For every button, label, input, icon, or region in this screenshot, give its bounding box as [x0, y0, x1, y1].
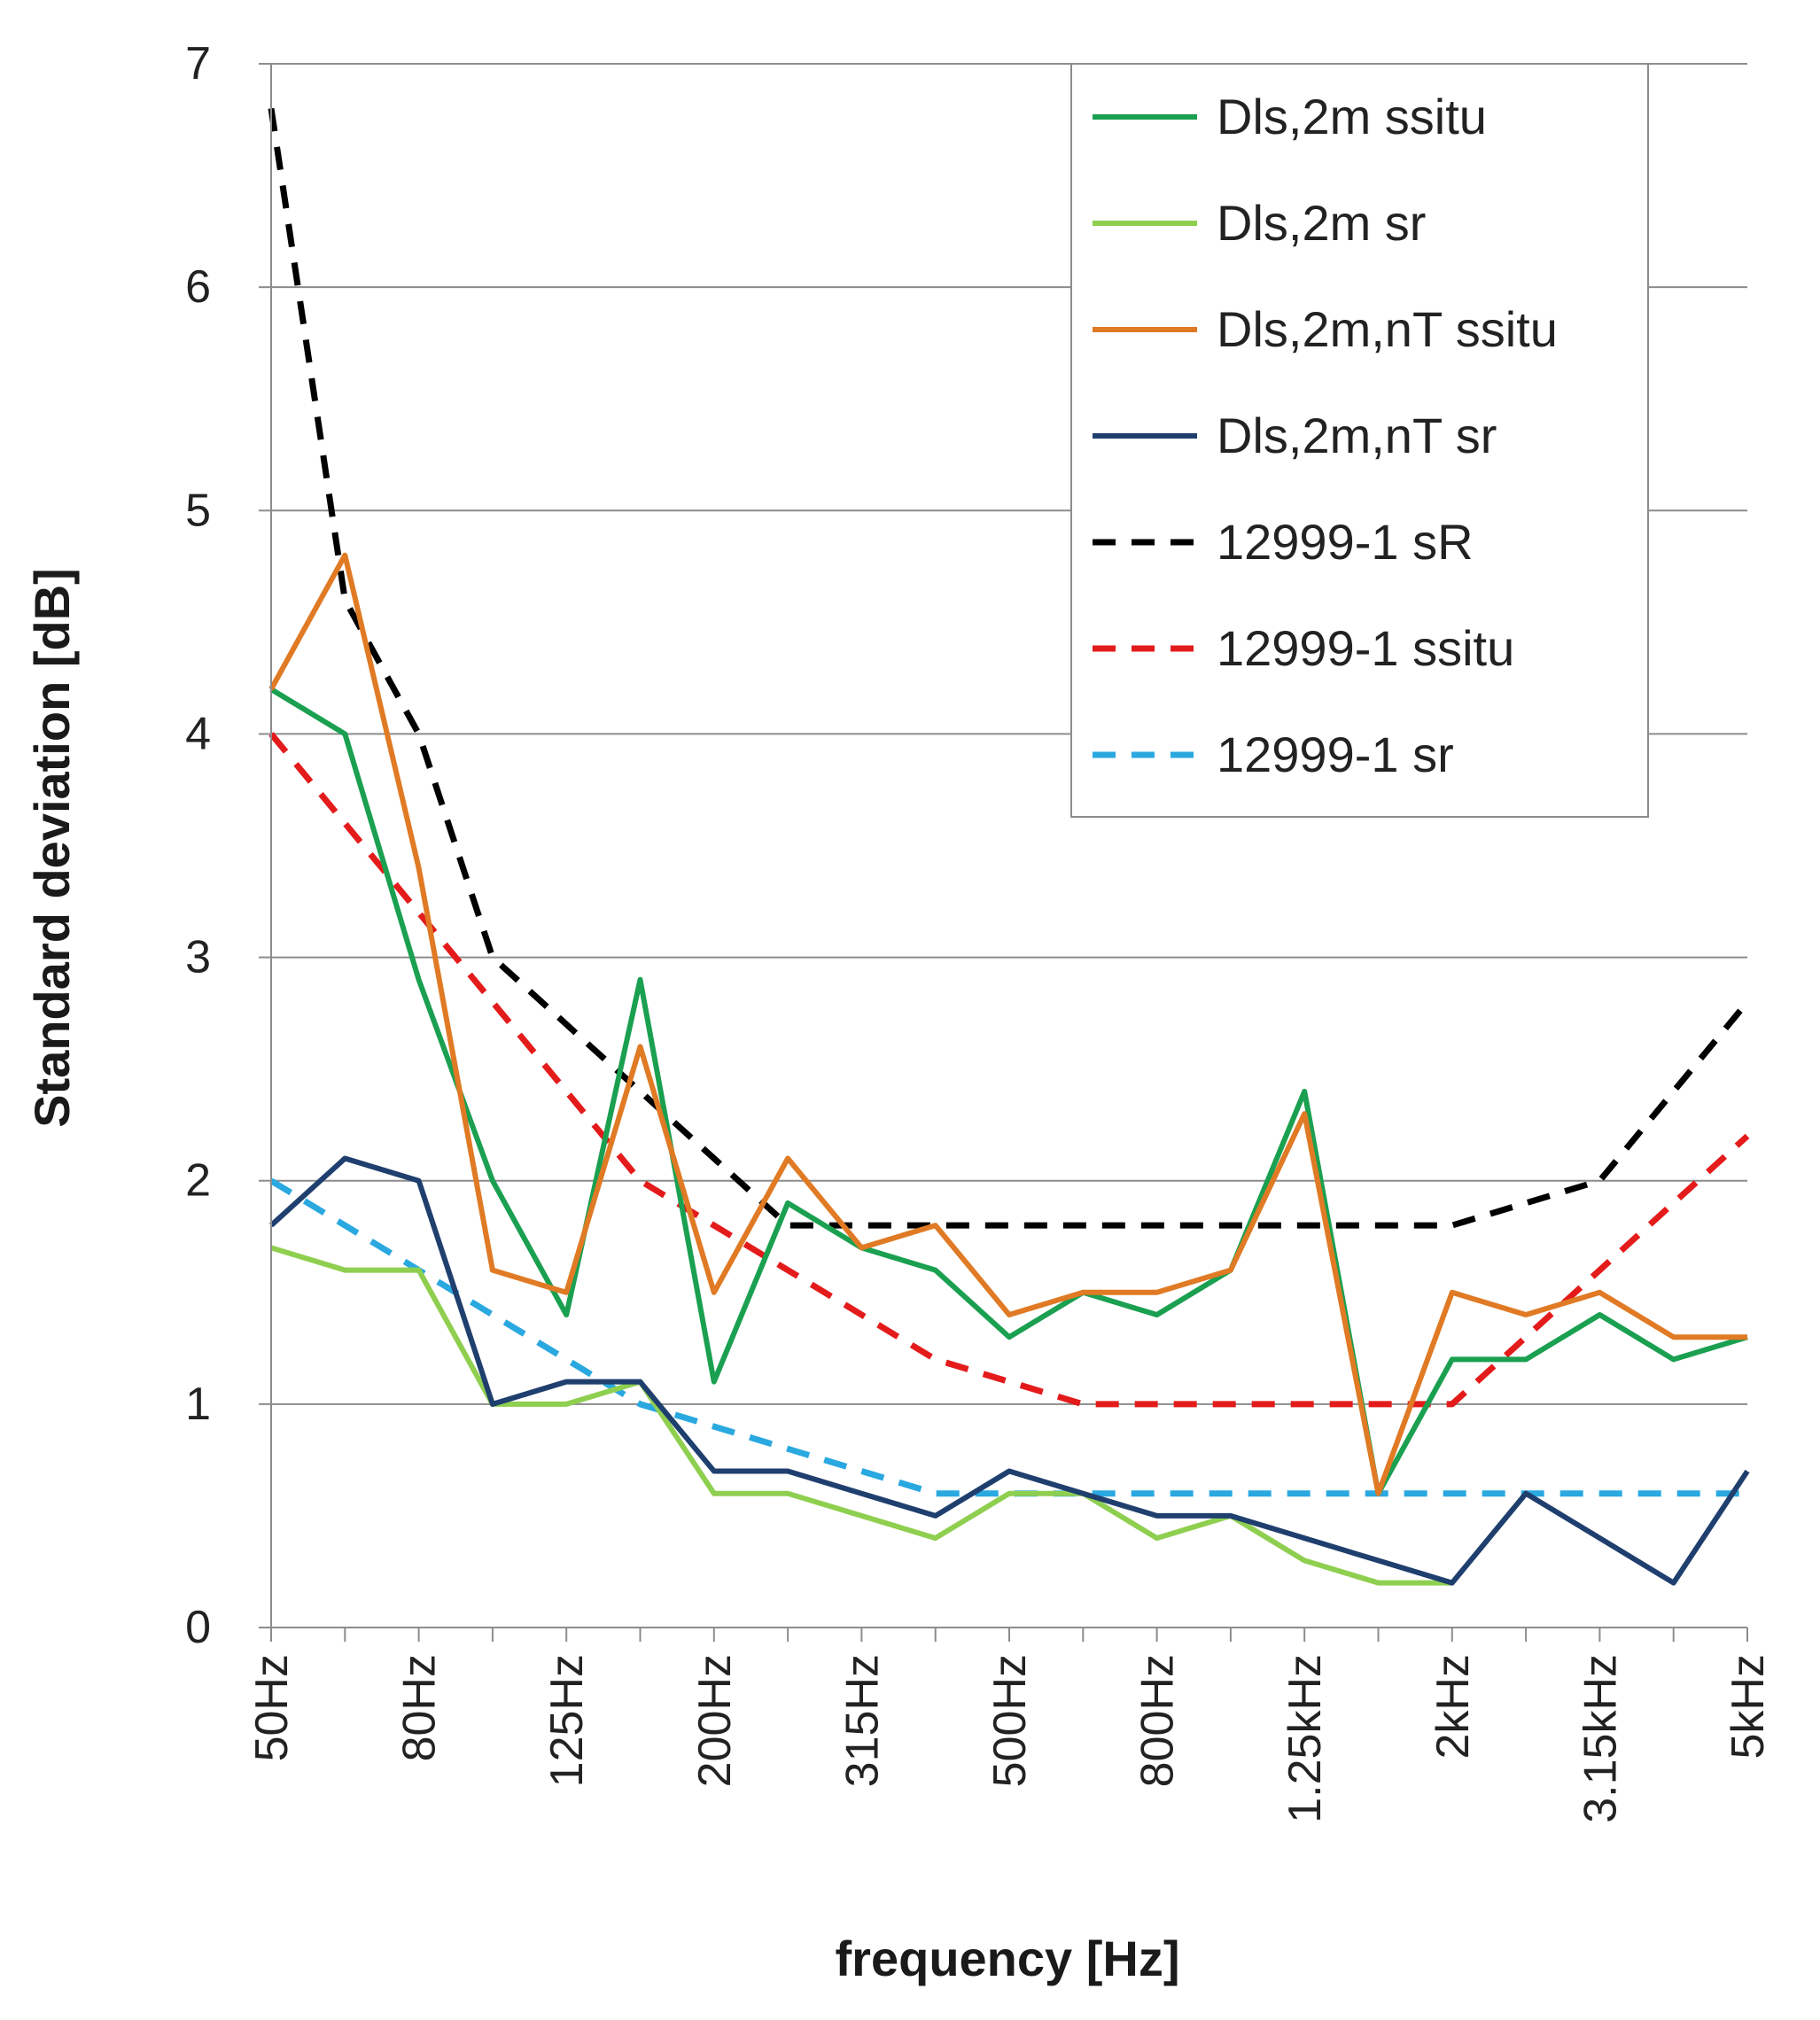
- legend: Dls,2m ssitu Dls,2m sr Dls,2m,nT ssitu Dls,…: [1070, 63, 1649, 818]
- x-tick-label: 3.15kHz: [1575, 1654, 1626, 1823]
- y-tick-label: 7: [185, 38, 211, 89]
- series-line-dls-2m-ssitu: [269, 687, 1748, 1496]
- y-axis-ticks: 0 1 2 3 4 5 6 7: [185, 38, 271, 1653]
- legend-box: [1070, 63, 1649, 818]
- y-axis-label: Standard deviation [dB]: [24, 568, 80, 1128]
- y-tick-label: 5: [185, 485, 211, 536]
- x-tick-label: 125Hz: [541, 1654, 593, 1787]
- y-tick-label: 2: [185, 1155, 211, 1207]
- x-tick-label: 80Hz: [394, 1654, 446, 1761]
- legend-label: 12999-1 sR: [1217, 514, 1474, 570]
- x-tick-label: 2kHz: [1427, 1654, 1479, 1759]
- x-tick-label: 50Hz: [246, 1654, 298, 1761]
- y-tick-label: 3: [185, 932, 211, 983]
- y-tick-label: 1: [185, 1379, 211, 1430]
- y-tick-label: 0: [185, 1602, 211, 1653]
- series-line-dls-2m-nt-ssitu: [268, 552, 1747, 1496]
- x-axis-ticks: 50Hz 80Hz 125Hz 200Hz 315Hz 500Hz 800Hz 1.25kHz…: [246, 1628, 1774, 1823]
- x-tick-label: 1.25kHz: [1279, 1654, 1331, 1823]
- x-tick-label: 200Hz: [689, 1654, 741, 1787]
- y-tick-label: 4: [185, 708, 211, 759]
- legend-label: Dls,2m ssitu: [1217, 89, 1487, 144]
- series-line-dls-2m-nt-sr: [268, 1155, 1750, 1586]
- series-line-12999-1-sr: [269, 1177, 1747, 1497]
- x-axis-label: frequency [Hz]: [836, 1931, 1180, 1986]
- series-line-dls-2m-sr: [270, 1245, 1452, 1586]
- x-tick-label: 315Hz: [836, 1654, 888, 1787]
- axes: [270, 64, 1747, 1628]
- series-line-12999-1-sr: [268, 107, 1750, 1229]
- legend-label: 12999-1 ssitu: [1217, 620, 1514, 676]
- x-tick-label: 800Hz: [1132, 1654, 1184, 1787]
- legend-label: Dls,2m,nT sr: [1217, 408, 1497, 463]
- series-lines: [268, 107, 1750, 1586]
- legend-label: Dls,2m,nT ssitu: [1217, 301, 1558, 357]
- x-tick-label: 500Hz: [984, 1654, 1036, 1787]
- legend-label: 12999-1 sr: [1217, 726, 1454, 782]
- x-tick-label: 5kHz: [1723, 1654, 1774, 1759]
- y-tick-label: 6: [185, 261, 211, 313]
- legend-label: Dls,2m sr: [1217, 195, 1426, 251]
